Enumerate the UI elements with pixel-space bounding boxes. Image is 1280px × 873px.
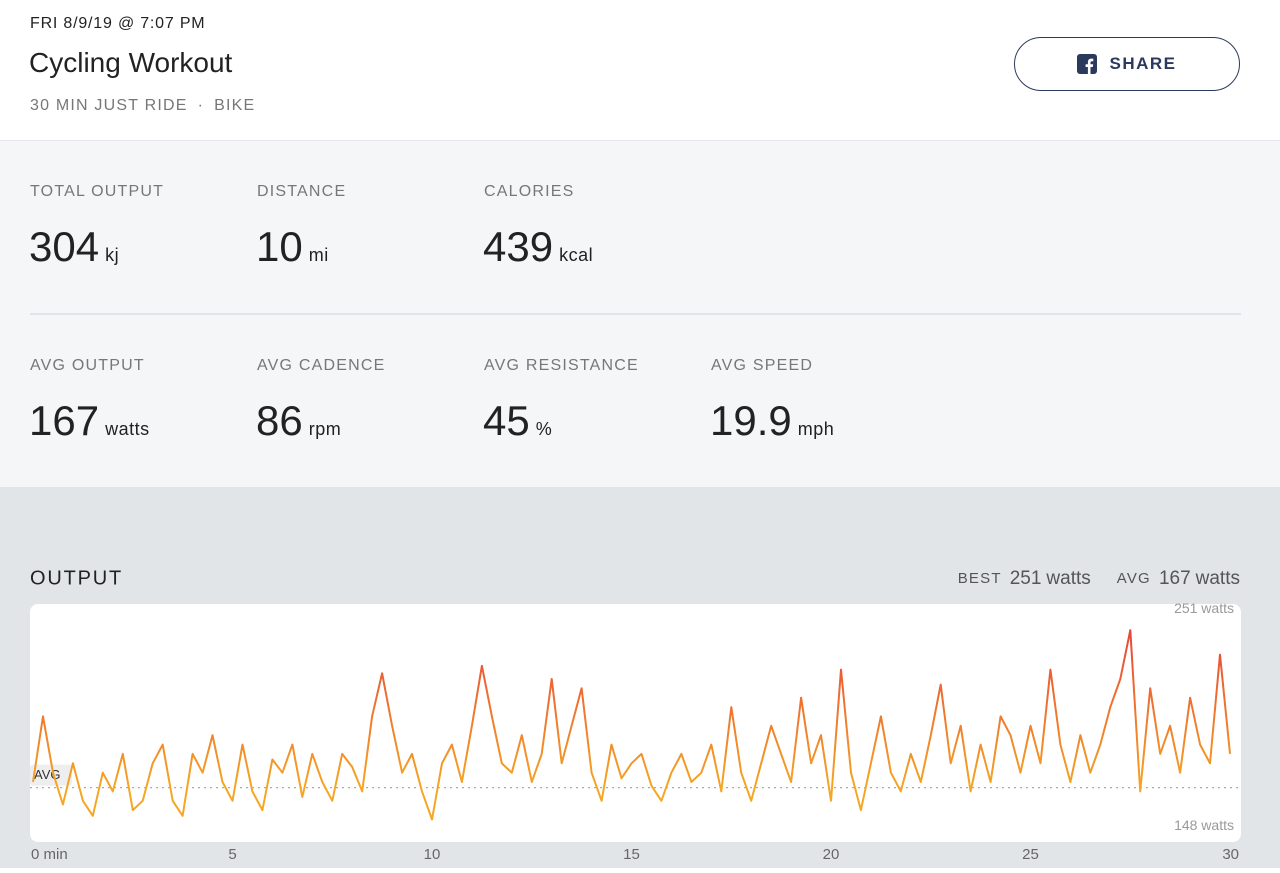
avg-label: AVG <box>1117 570 1151 587</box>
avg-tag <box>30 764 72 786</box>
stat-number: 439 <box>483 223 554 270</box>
stat-value: 86 rpm <box>256 397 341 445</box>
best-label: BEST <box>958 570 1002 587</box>
stat-number: 167 <box>29 397 100 444</box>
title: Cycling Workout <box>29 47 233 78</box>
chart-title: OUTPUT <box>30 567 123 589</box>
subtitle: 30 MIN JUST RIDE · BIKE <box>30 97 256 114</box>
stat-label: DISTANCE <box>257 183 347 200</box>
x-tick-label: 30 <box>1222 846 1239 863</box>
ride: 30 MIN JUST RIDE <box>30 97 188 114</box>
chart-summary: BEST 251 watts AVG 167 watts <box>958 568 1240 589</box>
x-tick-label: 15 <box>623 846 640 863</box>
divider <box>30 313 1241 315</box>
stat-value: 167 watts <box>29 397 150 445</box>
output-line <box>32 629 1231 821</box>
avg-line-label: AVG <box>34 767 61 782</box>
chart-panel: OUTPUT BEST 251 watts AVG 167 watts AVG 251 wa… <box>0 487 1280 868</box>
avg-unit: watts <box>1195 568 1240 589</box>
stat-value: 10 mi <box>256 223 329 271</box>
x-tick-label: 5 <box>228 846 236 863</box>
stat-value: 304 kj <box>29 223 119 271</box>
best-unit: watts <box>1045 568 1090 589</box>
stat-label: AVG OUTPUT <box>30 357 145 374</box>
stat-unit: % <box>535 419 553 439</box>
stat-number: 19.9 <box>710 397 792 444</box>
stat-value: 439 kcal <box>483 223 593 271</box>
best-value: 251 <box>1010 568 1042 589</box>
stat-label: AVG SPEED <box>711 357 814 374</box>
chart-area <box>30 604 1241 842</box>
avg-value: 167 <box>1159 568 1191 589</box>
stat-value: 19.9 mph <box>710 397 834 445</box>
x-tick-label: 0 min <box>31 846 68 863</box>
stat-number: 45 <box>483 397 530 444</box>
facebook-icon <box>1077 54 1098 74</box>
y-tick-label: 148 watts <box>1174 817 1234 833</box>
stat-number: 86 <box>256 397 303 444</box>
date: FRI 8/9/19 @ 7:07 PM <box>30 15 206 32</box>
x-tick-label: 25 <box>1022 846 1039 863</box>
stat-label: AVG CADENCE <box>257 357 386 374</box>
stat-unit: mph <box>797 419 835 439</box>
stat-label: AVG RESISTANCE <box>484 357 639 374</box>
stat-unit: mi <box>308 245 329 265</box>
stat-label: CALORIES <box>484 183 575 200</box>
stat-unit: rpm <box>308 419 342 439</box>
x-tick-label: 20 <box>823 846 840 863</box>
stat-unit: kj <box>105 245 120 265</box>
stat-value: 45% <box>483 397 552 445</box>
device: BIKE <box>214 97 256 114</box>
share-label: SHARE <box>1109 54 1177 73</box>
stat-unit: kcal <box>559 245 594 265</box>
stat-number: 304 <box>29 223 100 270</box>
stat-unit: watts <box>105 419 150 439</box>
share-button[interactable]: SHARE <box>1014 37 1240 91</box>
header: FRI 8/9/19 @ 7:07 PM Cycling Workout 30 … <box>0 0 1280 141</box>
y-tick-label: 251 watts <box>1174 600 1234 616</box>
x-tick-label: 10 <box>424 846 441 863</box>
stat-label: TOTAL OUTPUT <box>30 183 165 200</box>
stat-number: 10 <box>256 223 303 270</box>
stats-panel: TOTAL OUTPUT 304 kj DISTANCE 10 mi CALORIES 439… <box>0 141 1280 487</box>
